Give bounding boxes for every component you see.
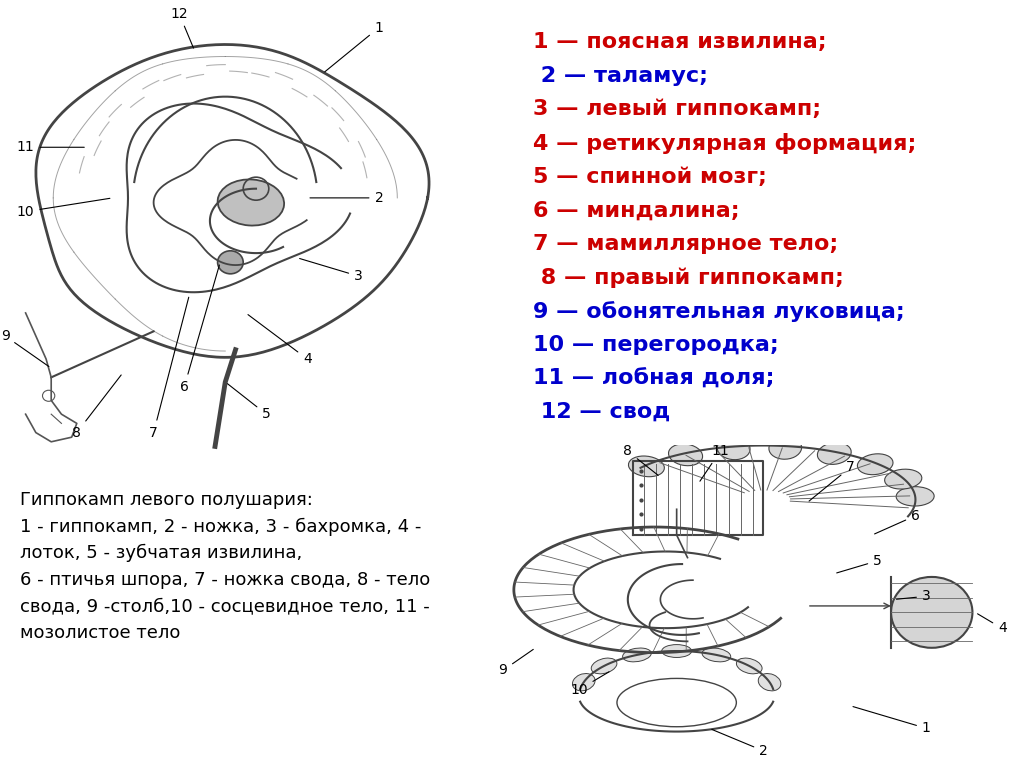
Text: 9: 9 [499,650,534,677]
Text: 4: 4 [978,614,1007,636]
Text: Гиппокамп левого полушария:
1 - гиппокамп, 2 - ножка, 3 - бахромка, 4 -
лоток, 5: Гиппокамп левого полушария: 1 - гиппокам… [20,491,430,642]
Ellipse shape [769,436,802,459]
Text: 11: 11 [16,140,84,154]
Ellipse shape [717,437,750,459]
Text: 10: 10 [16,199,110,219]
Text: 12 — свод: 12 — свод [534,402,671,422]
Ellipse shape [629,456,665,477]
Ellipse shape [702,648,731,662]
Text: 6 — миндалина;: 6 — миндалина; [534,200,739,220]
Text: 2: 2 [310,191,383,205]
Text: 5: 5 [227,384,270,421]
Ellipse shape [623,648,651,662]
Text: 4: 4 [248,314,311,366]
Text: 10: 10 [570,672,609,696]
Ellipse shape [817,443,851,464]
Text: 7 — мамиллярное тело;: 7 — мамиллярное тело; [534,234,839,254]
Text: 8: 8 [624,444,658,476]
Text: 8: 8 [73,375,121,439]
Ellipse shape [885,469,922,489]
Ellipse shape [591,658,616,674]
Ellipse shape [736,658,762,674]
Text: 9: 9 [1,329,49,367]
Text: 12: 12 [170,7,194,48]
Ellipse shape [662,644,691,657]
Text: 6: 6 [874,509,920,534]
Text: 7: 7 [809,460,855,501]
Text: 11 — лобная доля;: 11 — лобная доля; [534,368,774,388]
Text: 7: 7 [150,298,188,439]
Text: 3: 3 [896,589,931,604]
Text: 8 — правый гиппокамп;: 8 — правый гиппокамп; [534,268,844,288]
Text: 1: 1 [325,21,383,72]
Ellipse shape [891,577,973,648]
Text: 4 — ретикулярная формация;: 4 — ретикулярная формация; [534,133,916,154]
Text: 1: 1 [853,706,931,736]
Ellipse shape [896,487,934,506]
Text: 2: 2 [712,729,768,758]
Text: 10 — перегородка;: 10 — перегородка; [534,334,779,354]
Text: 2 — таламус;: 2 — таламус; [534,66,708,86]
Text: 1 — поясная извилина;: 1 — поясная извилина; [534,32,826,52]
Text: 11: 11 [700,444,729,481]
Text: 5 — спинной мозг;: 5 — спинной мозг; [534,166,767,186]
Ellipse shape [758,673,781,691]
Ellipse shape [572,673,595,691]
Ellipse shape [669,444,702,466]
Ellipse shape [218,179,284,225]
Ellipse shape [857,454,893,475]
Text: 5: 5 [837,554,882,573]
Circle shape [217,251,244,274]
Text: 3: 3 [300,258,362,283]
Text: 3 — левый гиппокамп;: 3 — левый гиппокамп; [534,100,821,120]
Text: 9 — обонятельная луковица;: 9 — обонятельная луковица; [534,301,905,322]
Text: 6: 6 [180,265,219,393]
